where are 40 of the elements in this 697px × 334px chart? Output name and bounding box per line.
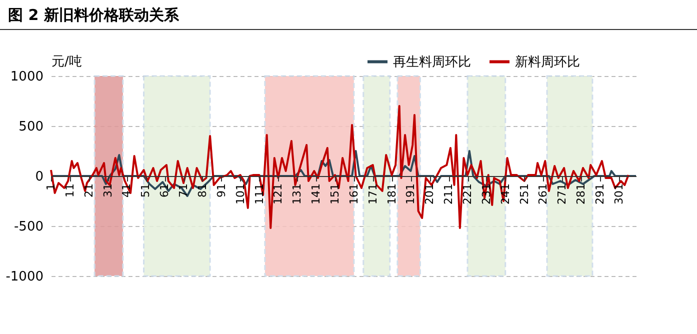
x-tick-label: 261 bbox=[536, 184, 550, 204]
x-tick-label: 61 bbox=[158, 184, 172, 198]
x-tick-label: 291 bbox=[594, 184, 607, 204]
x-tick-label: 121 bbox=[272, 184, 285, 204]
x-tick-label: 161 bbox=[347, 184, 360, 204]
x-tick-label: 101 bbox=[234, 184, 247, 204]
x-tick-label: 241 bbox=[498, 184, 512, 204]
x-tick-label: 231 bbox=[480, 184, 493, 204]
x-tick-label: 211 bbox=[442, 184, 456, 204]
x-tick-label: 81 bbox=[196, 184, 209, 198]
x-tick-label: 281 bbox=[574, 184, 588, 204]
x-tick-label: 31 bbox=[101, 184, 114, 198]
chart-title: 图 2 新旧料价格联动关系 bbox=[0, 0, 697, 30]
legend-label: 新料周环比 bbox=[515, 54, 580, 70]
x-tick-label: 111 bbox=[252, 184, 266, 204]
y-tick-label: 1000 bbox=[10, 70, 44, 84]
x-tick-label: 11 bbox=[63, 184, 76, 198]
x-tick-label: 141 bbox=[310, 184, 323, 204]
x-tick-label: 221 bbox=[461, 184, 474, 204]
y-tick-label: 500 bbox=[18, 120, 44, 134]
x-tick-label: 181 bbox=[385, 184, 398, 204]
x-tick-label: 51 bbox=[139, 184, 152, 198]
x-tick-label: 91 bbox=[214, 184, 228, 198]
y-tick-label: -500 bbox=[14, 220, 44, 234]
x-tick-label: 301 bbox=[612, 184, 626, 204]
y-axis-title: 元/吨 bbox=[52, 54, 82, 70]
y-tick-label: -1000 bbox=[6, 270, 44, 284]
x-tick-label: 151 bbox=[328, 184, 342, 204]
x-tick-label: 1 bbox=[44, 184, 58, 190]
x-tick-label: 131 bbox=[290, 184, 304, 204]
x-tick-label: 21 bbox=[82, 184, 96, 198]
x-tick-label: 71 bbox=[177, 184, 190, 198]
x-tick-label: 191 bbox=[404, 184, 418, 204]
y-tick-label: 0 bbox=[35, 170, 44, 184]
x-tick-label: 171 bbox=[366, 184, 380, 204]
x-tick-label: 41 bbox=[120, 184, 134, 198]
x-tick-label: 271 bbox=[556, 184, 569, 204]
legend-label: 再生料周环比 bbox=[393, 54, 471, 70]
x-tick-label: 201 bbox=[423, 184, 436, 204]
x-tick-label: 251 bbox=[518, 184, 531, 204]
